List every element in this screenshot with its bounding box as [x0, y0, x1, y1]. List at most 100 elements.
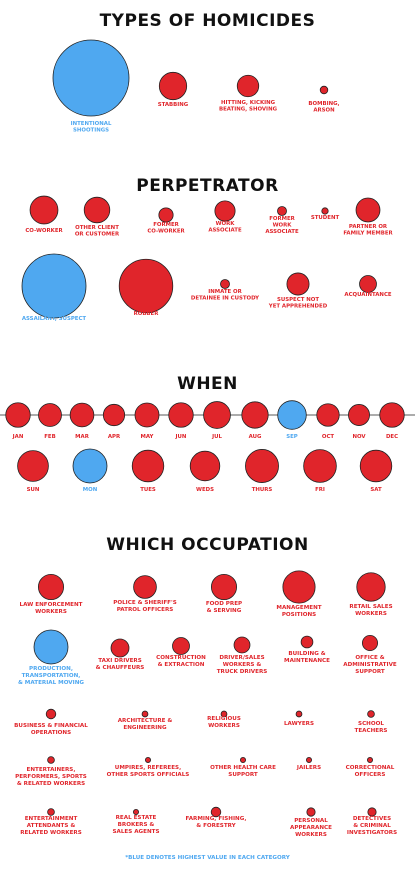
- bubble-stabbing: [158, 71, 188, 101]
- label-religious-workers: RELIGIOUS WORKERS: [207, 716, 241, 729]
- bubble-day-weds: [189, 450, 221, 482]
- label-management-positions: MANAGEMENT POSITIONS: [276, 605, 321, 618]
- bubble-lawyers: [295, 710, 303, 718]
- label-bombing-arson: BOMBING, ARSON: [308, 101, 339, 114]
- bubble-month-jul: [203, 401, 231, 429]
- label-suspect-not-yet-apprehended: SUSPECT NOT YET APPREHENDED: [268, 297, 328, 310]
- label-production-transportation-material-moving: PRODUCTION, TRANSPORTATION, & MATERIAL MOV…: [18, 666, 84, 686]
- label-work-associate: WORK ASSOCIATE: [208, 221, 242, 234]
- label-student: STUDENT: [311, 215, 340, 221]
- bubble-day-sat: [359, 449, 393, 483]
- label-law-enforcement-workers: LAW ENFORCEMENT WORKERS: [20, 602, 83, 615]
- bubble-month-jan: [5, 402, 31, 428]
- bubble-management-positions: [282, 570, 316, 604]
- label-month-feb: FEB: [44, 434, 55, 440]
- bubble-architecture-engineering: [141, 710, 149, 718]
- bubble-month-nov: [348, 404, 370, 426]
- section-title-occupation: WHICH OCCUPATION: [106, 535, 308, 555]
- bubble-suspect-not-yet-apprehended: [286, 272, 310, 296]
- bubble-hitting-kicking-beating-shoving: [236, 74, 260, 98]
- footnote: *BLUE DENOTES HIGHEST VALUE IN EACH CATE…: [125, 855, 291, 861]
- bubble-office-administrative-support: [361, 634, 379, 652]
- label-day-sat: SAT: [370, 487, 382, 493]
- label-real-estate-brokers-sales-agents: REAL ESTATE BROKERS & SALES AGENTS: [113, 815, 160, 835]
- label-stabbing: STABBING: [158, 102, 189, 108]
- bubble-co-worker: [29, 195, 59, 225]
- bubble-umpires-referees-other-sports-officials: [144, 757, 151, 764]
- section-title-when: WHEN: [177, 374, 238, 394]
- bubble-other-client-or-customer: [83, 196, 111, 224]
- label-retail-sales-workers: RETAIL SALES WORKERS: [349, 604, 392, 617]
- label-other-health-care-support: OTHER HEALTH CARE SUPPORT: [210, 765, 276, 778]
- label-other-client-or-customer: OTHER CLIENT OR CUSTOMER: [75, 225, 120, 238]
- section-title-types: TYPES OF HOMICIDES: [100, 11, 316, 31]
- label-police-sheriff-s-patrol-officers: POLICE & SHERIFF'S PATROL OFFICERS: [113, 600, 177, 613]
- bubble-business-financial-operations: [45, 708, 57, 720]
- label-month-apr: APR: [108, 434, 121, 440]
- label-lawyers: LAWYERS: [284, 721, 314, 727]
- bubble-day-mon: [72, 448, 108, 484]
- label-construction-extraction: CONSTRUCTION & EXTRACTION: [156, 655, 206, 668]
- bubble-day-sun: [17, 450, 49, 482]
- bubble-religious-workers: [220, 710, 228, 718]
- label-jailers: JAILERS: [296, 765, 321, 771]
- bubble-construction-extraction: [172, 637, 190, 655]
- bubble-acquaintance: [359, 275, 377, 293]
- bubble-school-teachers: [367, 710, 375, 718]
- bubble-day-thurs: [245, 449, 279, 483]
- bubble-month-sep: [277, 400, 307, 430]
- label-month-oct: OCT: [322, 434, 335, 440]
- label-month-dec: DEC: [386, 434, 398, 440]
- label-robber: ROBBER: [134, 311, 160, 317]
- bubble-work-associate: [214, 200, 236, 222]
- bubble-entertainment-attendants-related-workers: [47, 808, 55, 816]
- label-correctional-officers: CORRECTIONAL OFFICERS: [346, 765, 395, 778]
- label-month-mar: MAR: [75, 434, 90, 440]
- bubble-jailers: [305, 757, 312, 764]
- bubble-correctional-officers: [366, 757, 373, 764]
- bubble-real-estate-brokers-sales-agents: [132, 809, 139, 816]
- label-school-teachers: SCHOOL TEACHERS: [355, 721, 388, 734]
- bubble-month-feb: [38, 403, 62, 427]
- bubble-personal-appearance-workers: [306, 807, 316, 817]
- bubble-intentional-shootings: [52, 39, 130, 117]
- label-office-administrative-support: OFFICE & ADMINISTRATIVE SUPPORT: [343, 655, 397, 675]
- label-month-aug: AUG: [249, 434, 262, 440]
- bubble-former-work-associate: [277, 206, 287, 216]
- section-title-perpetrator: PERPETRATOR: [136, 176, 278, 196]
- label-entertainment-attendants-related-workers: ENTERTAINMENT ATTENDANTS & RELATED WORKERS: [20, 816, 82, 836]
- label-month-jul: JUL: [211, 434, 222, 440]
- label-day-tues: TUES: [140, 487, 156, 493]
- label-day-weds: WEDS: [196, 487, 214, 493]
- bubble-month-aug: [241, 401, 269, 429]
- label-entertainers-performers-sports-related-workers: ENTERTAINERS, PERFORMERS, SPORTS & RELATED…: [15, 767, 87, 787]
- bubble-inmate-or-detainee-in-custody: [220, 279, 230, 289]
- bubble-month-jun: [168, 402, 194, 428]
- label-month-jan: JAN: [12, 434, 24, 440]
- label-detectives-criminal-investigators: DETECTIVES & CRIMINAL INVESTIGATORS: [347, 816, 397, 836]
- label-umpires-referees-other-sports-officials: UMPIRES, REFEREES, OTHER SPORTS OFFICIALS: [107, 765, 190, 778]
- bubble-student: [321, 207, 329, 215]
- bubble-building-maintenance: [300, 635, 314, 649]
- label-business-financial-operations: BUSINESS & FINANCIAL OPERATIONS: [14, 723, 88, 736]
- bubble-month-mar: [69, 402, 95, 428]
- label-inmate-or-detainee-in-custody: INMATE OR DETAINEE IN CUSTODY: [191, 289, 259, 302]
- label-personal-appearance-workers: PERSONAL APPEARANCE WORKERS: [290, 818, 332, 838]
- bubble-robber: [118, 258, 174, 314]
- label-day-sun: SUN: [27, 487, 40, 493]
- label-hitting-kicking-beating-shoving: HITTING, KICKING BEATING, SHOVING: [219, 100, 278, 113]
- bubble-month-oct: [316, 403, 340, 427]
- label-architecture-engineering: ARCHITECTURE & ENGINEERING: [118, 718, 173, 731]
- label-farming-fishing-forestry: FARMING, FISHING, & FORESTRY: [186, 816, 247, 829]
- label-day-thurs: THURS: [252, 487, 273, 493]
- bubble-other-health-care-support: [239, 757, 246, 764]
- label-co-worker: CO-WORKER: [25, 228, 63, 234]
- label-month-nov: NOV: [352, 434, 366, 440]
- bubble-detectives-criminal-investigators: [367, 807, 377, 817]
- label-day-fri: FRI: [315, 487, 325, 493]
- label-acquaintance: ACQUAINTANCE: [344, 292, 392, 298]
- label-food-prep-serving: FOOD PREP & SERVING: [206, 601, 242, 614]
- label-former-work-associate: FORMER WORK ASSOCIATE: [265, 216, 299, 235]
- label-month-jun: JUN: [175, 434, 187, 440]
